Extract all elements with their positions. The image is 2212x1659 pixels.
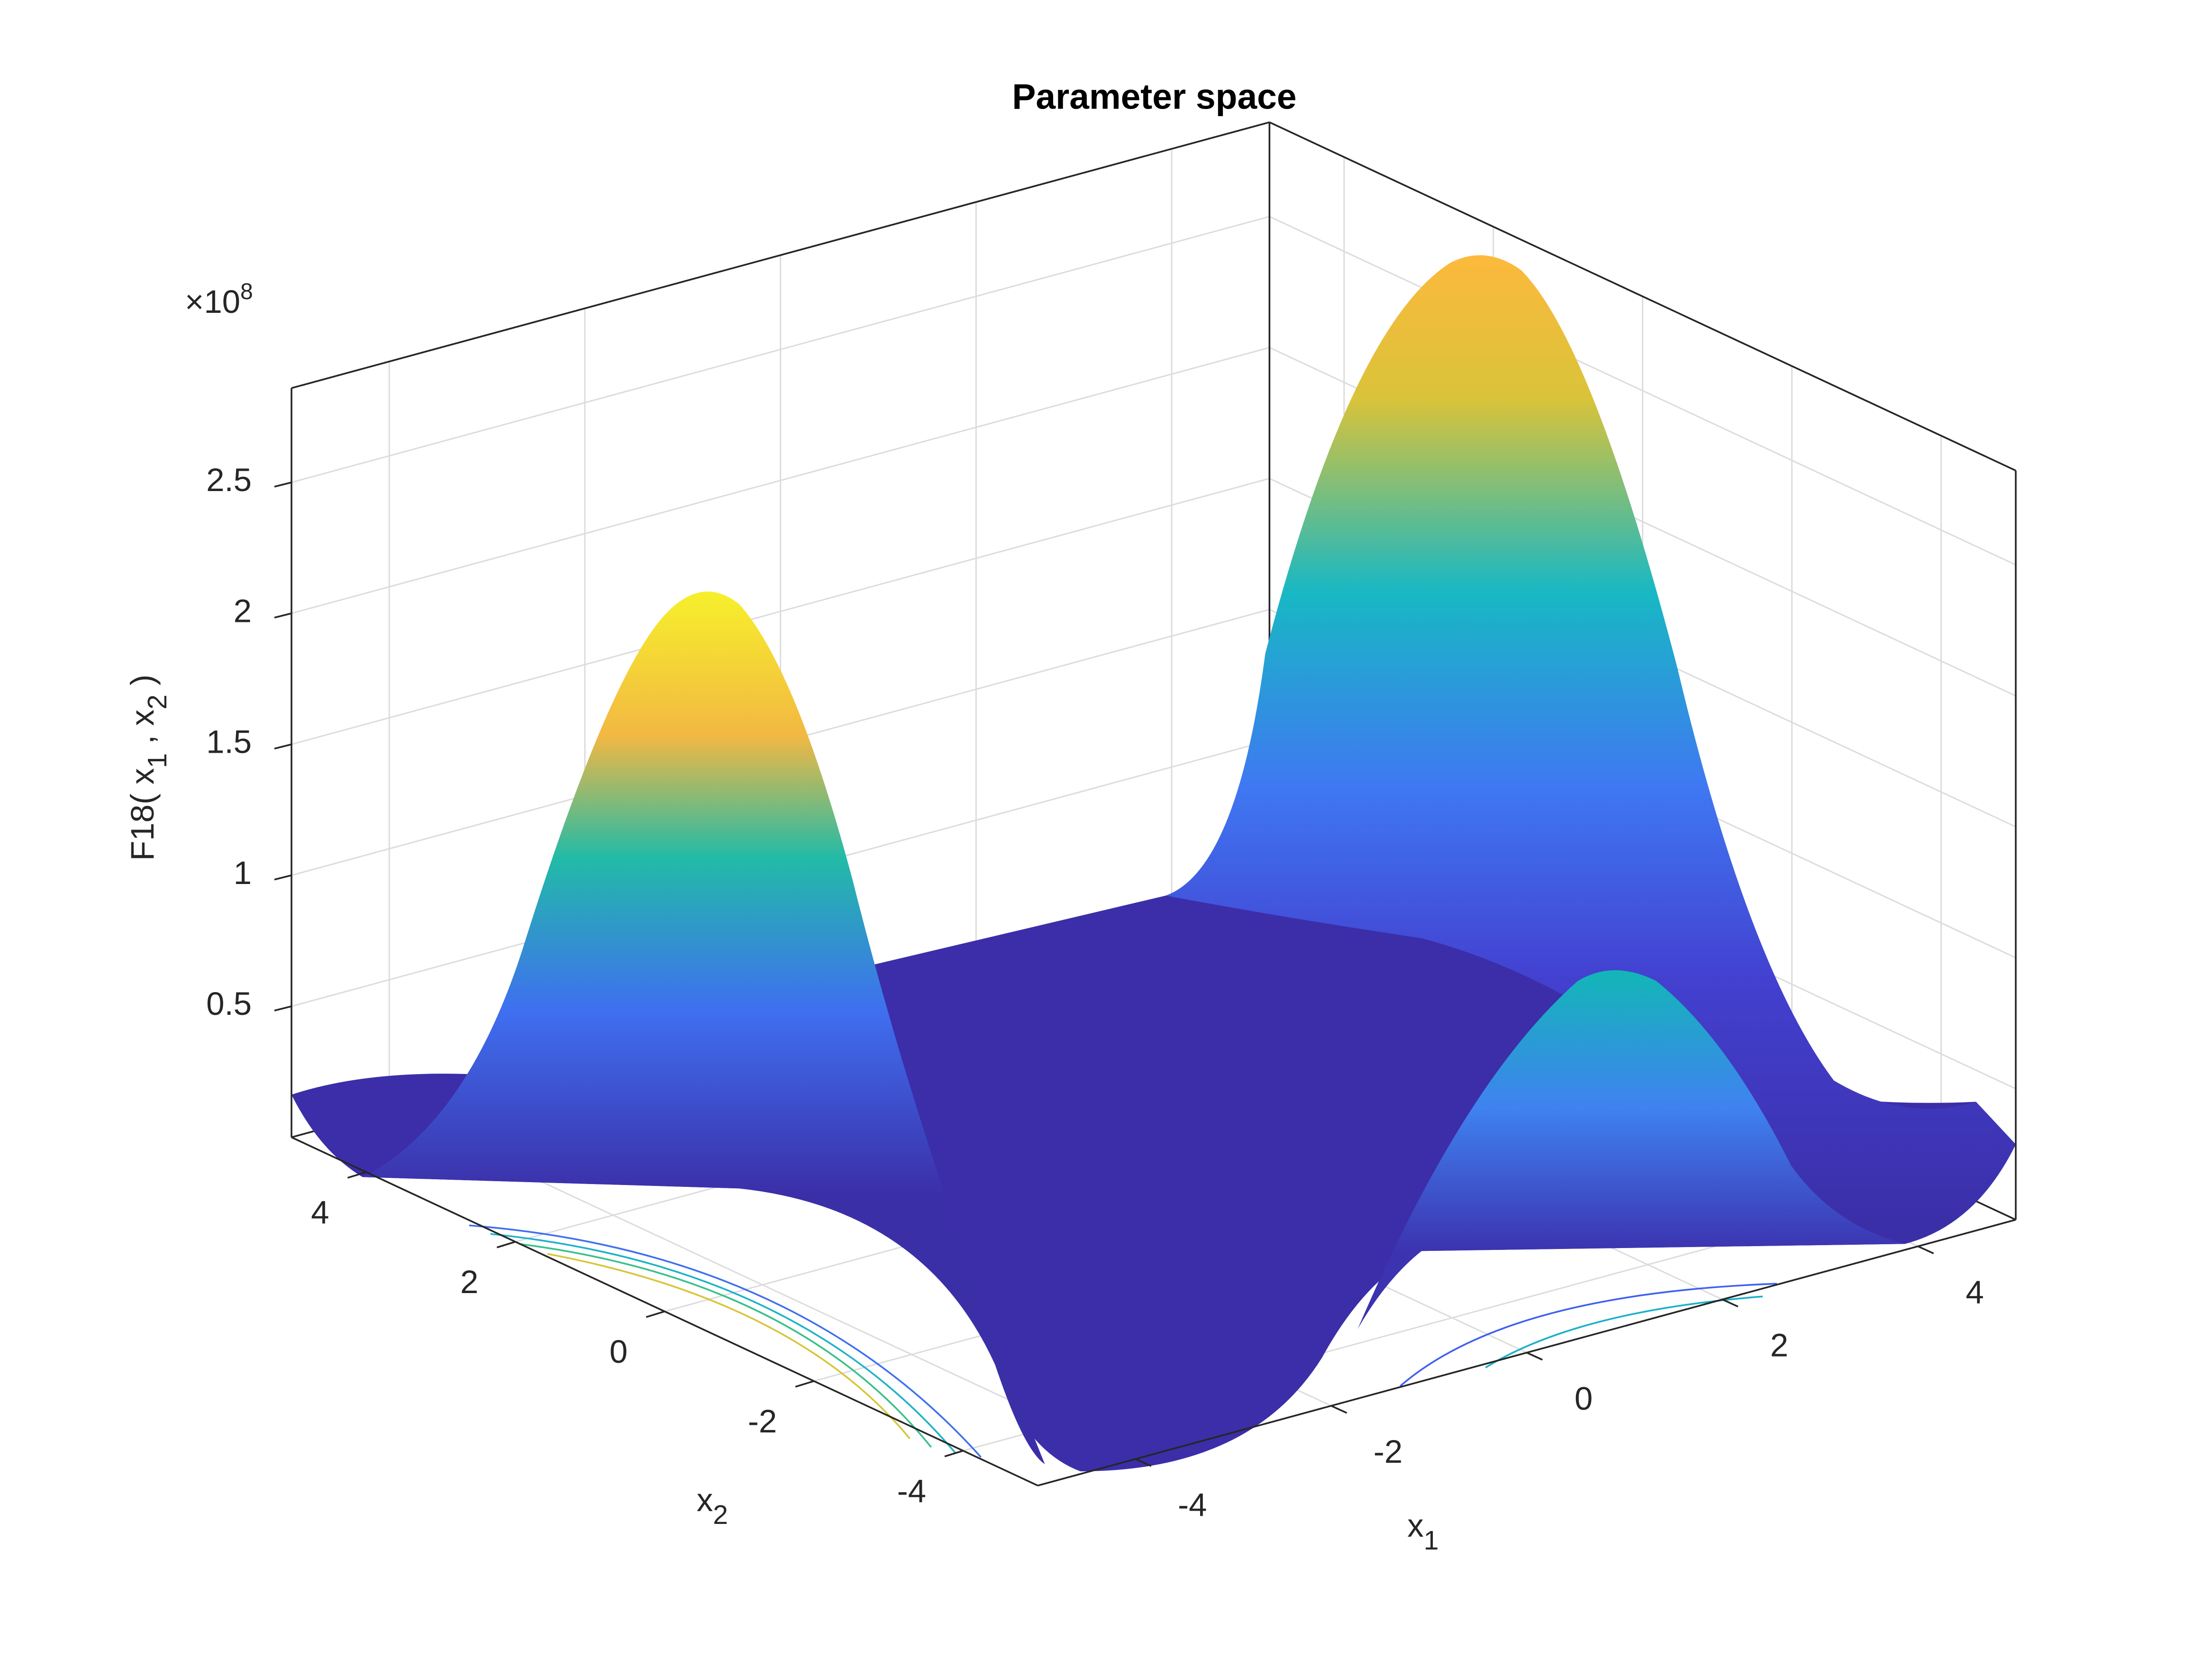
tick-mark [1722,1298,1739,1308]
surface-peak [1165,255,2016,1244]
x-label-sub: 1 [1424,1525,1439,1556]
tick-mark [274,612,292,619]
y-tick-label: -4 [897,1473,926,1509]
x-tick-label: 4 [1966,1274,1984,1311]
z-multiplier-base: ×10 [185,283,240,320]
x-tick-label: 0 [1575,1380,1593,1417]
z-axis-label: F18( x1 , x2 ) [124,675,173,861]
tick-mark [1135,1458,1152,1467]
tick-mark [274,1005,292,1012]
z-tick-label: 2.5 [206,462,252,498]
floor-contours [490,1233,956,1454]
y-tick-label: 2 [460,1264,478,1300]
axes: 0.5 1 1.5 2 2.5 -4 -2 0 2 4 -4 -2 0 2 4 [206,121,2017,1523]
tick-mark [274,743,292,750]
floor-contours [1485,1295,1763,1368]
box-edge [291,1136,1038,1486]
tick-mark [496,1241,516,1249]
tick-mark [1330,1405,1347,1414]
z-tick-label: 1.5 [206,724,252,760]
x-label-main: x [1407,1507,1423,1544]
grid-line [291,216,1270,483]
floor-contours [1400,1283,1777,1387]
z-label-part: , x [124,710,161,753]
z-tick-label: 0.5 [206,985,252,1022]
z-label-part: ) [124,675,161,694]
tick-mark [274,481,292,488]
y-tick-label: 0 [610,1333,628,1370]
box-edge [1269,121,2016,472]
surface [291,255,2016,1472]
tick-mark [646,1310,665,1318]
grid-line [291,346,1270,614]
chart-title: Parameter space [1012,77,1296,117]
tick-mark [944,1449,964,1458]
z-label-part: 2 [142,694,173,710]
surface-peak [1357,970,1905,1330]
x-tick-label: -4 [1178,1486,1207,1523]
x-tick-label: -2 [1374,1433,1402,1470]
floor-contours [469,1224,982,1458]
floor-contours [519,1243,932,1448]
tick-mark [274,874,292,881]
z-tick-label: 2 [234,592,252,629]
y-label-sub: 2 [713,1500,728,1530]
y-tick-label: 4 [311,1194,329,1231]
y-axis-label: x2 [697,1482,728,1530]
tick-mark [347,1171,366,1179]
z-tick-label: 1 [234,855,252,891]
tick-mark [795,1380,814,1388]
floor-contours [547,1253,911,1440]
x-axis-label: x1 [1407,1507,1438,1556]
surface-peak [362,591,1045,1465]
tick-mark [1526,1352,1543,1361]
z-label-part: F18( x [124,768,161,861]
tick-mark [1917,1245,1934,1254]
surface-base [291,767,2016,1472]
grid-line [1269,216,2016,566]
z-label-part: 1 [142,753,173,768]
grid-line [291,478,1270,745]
y-label-main: x [697,1482,713,1518]
z-multiplier: ×108 [185,279,253,320]
y-tick-label: -2 [748,1403,777,1440]
box-edge [291,121,1270,389]
z-multiplier-exponent: 8 [240,279,253,304]
x-tick-label: 2 [1770,1327,1788,1364]
